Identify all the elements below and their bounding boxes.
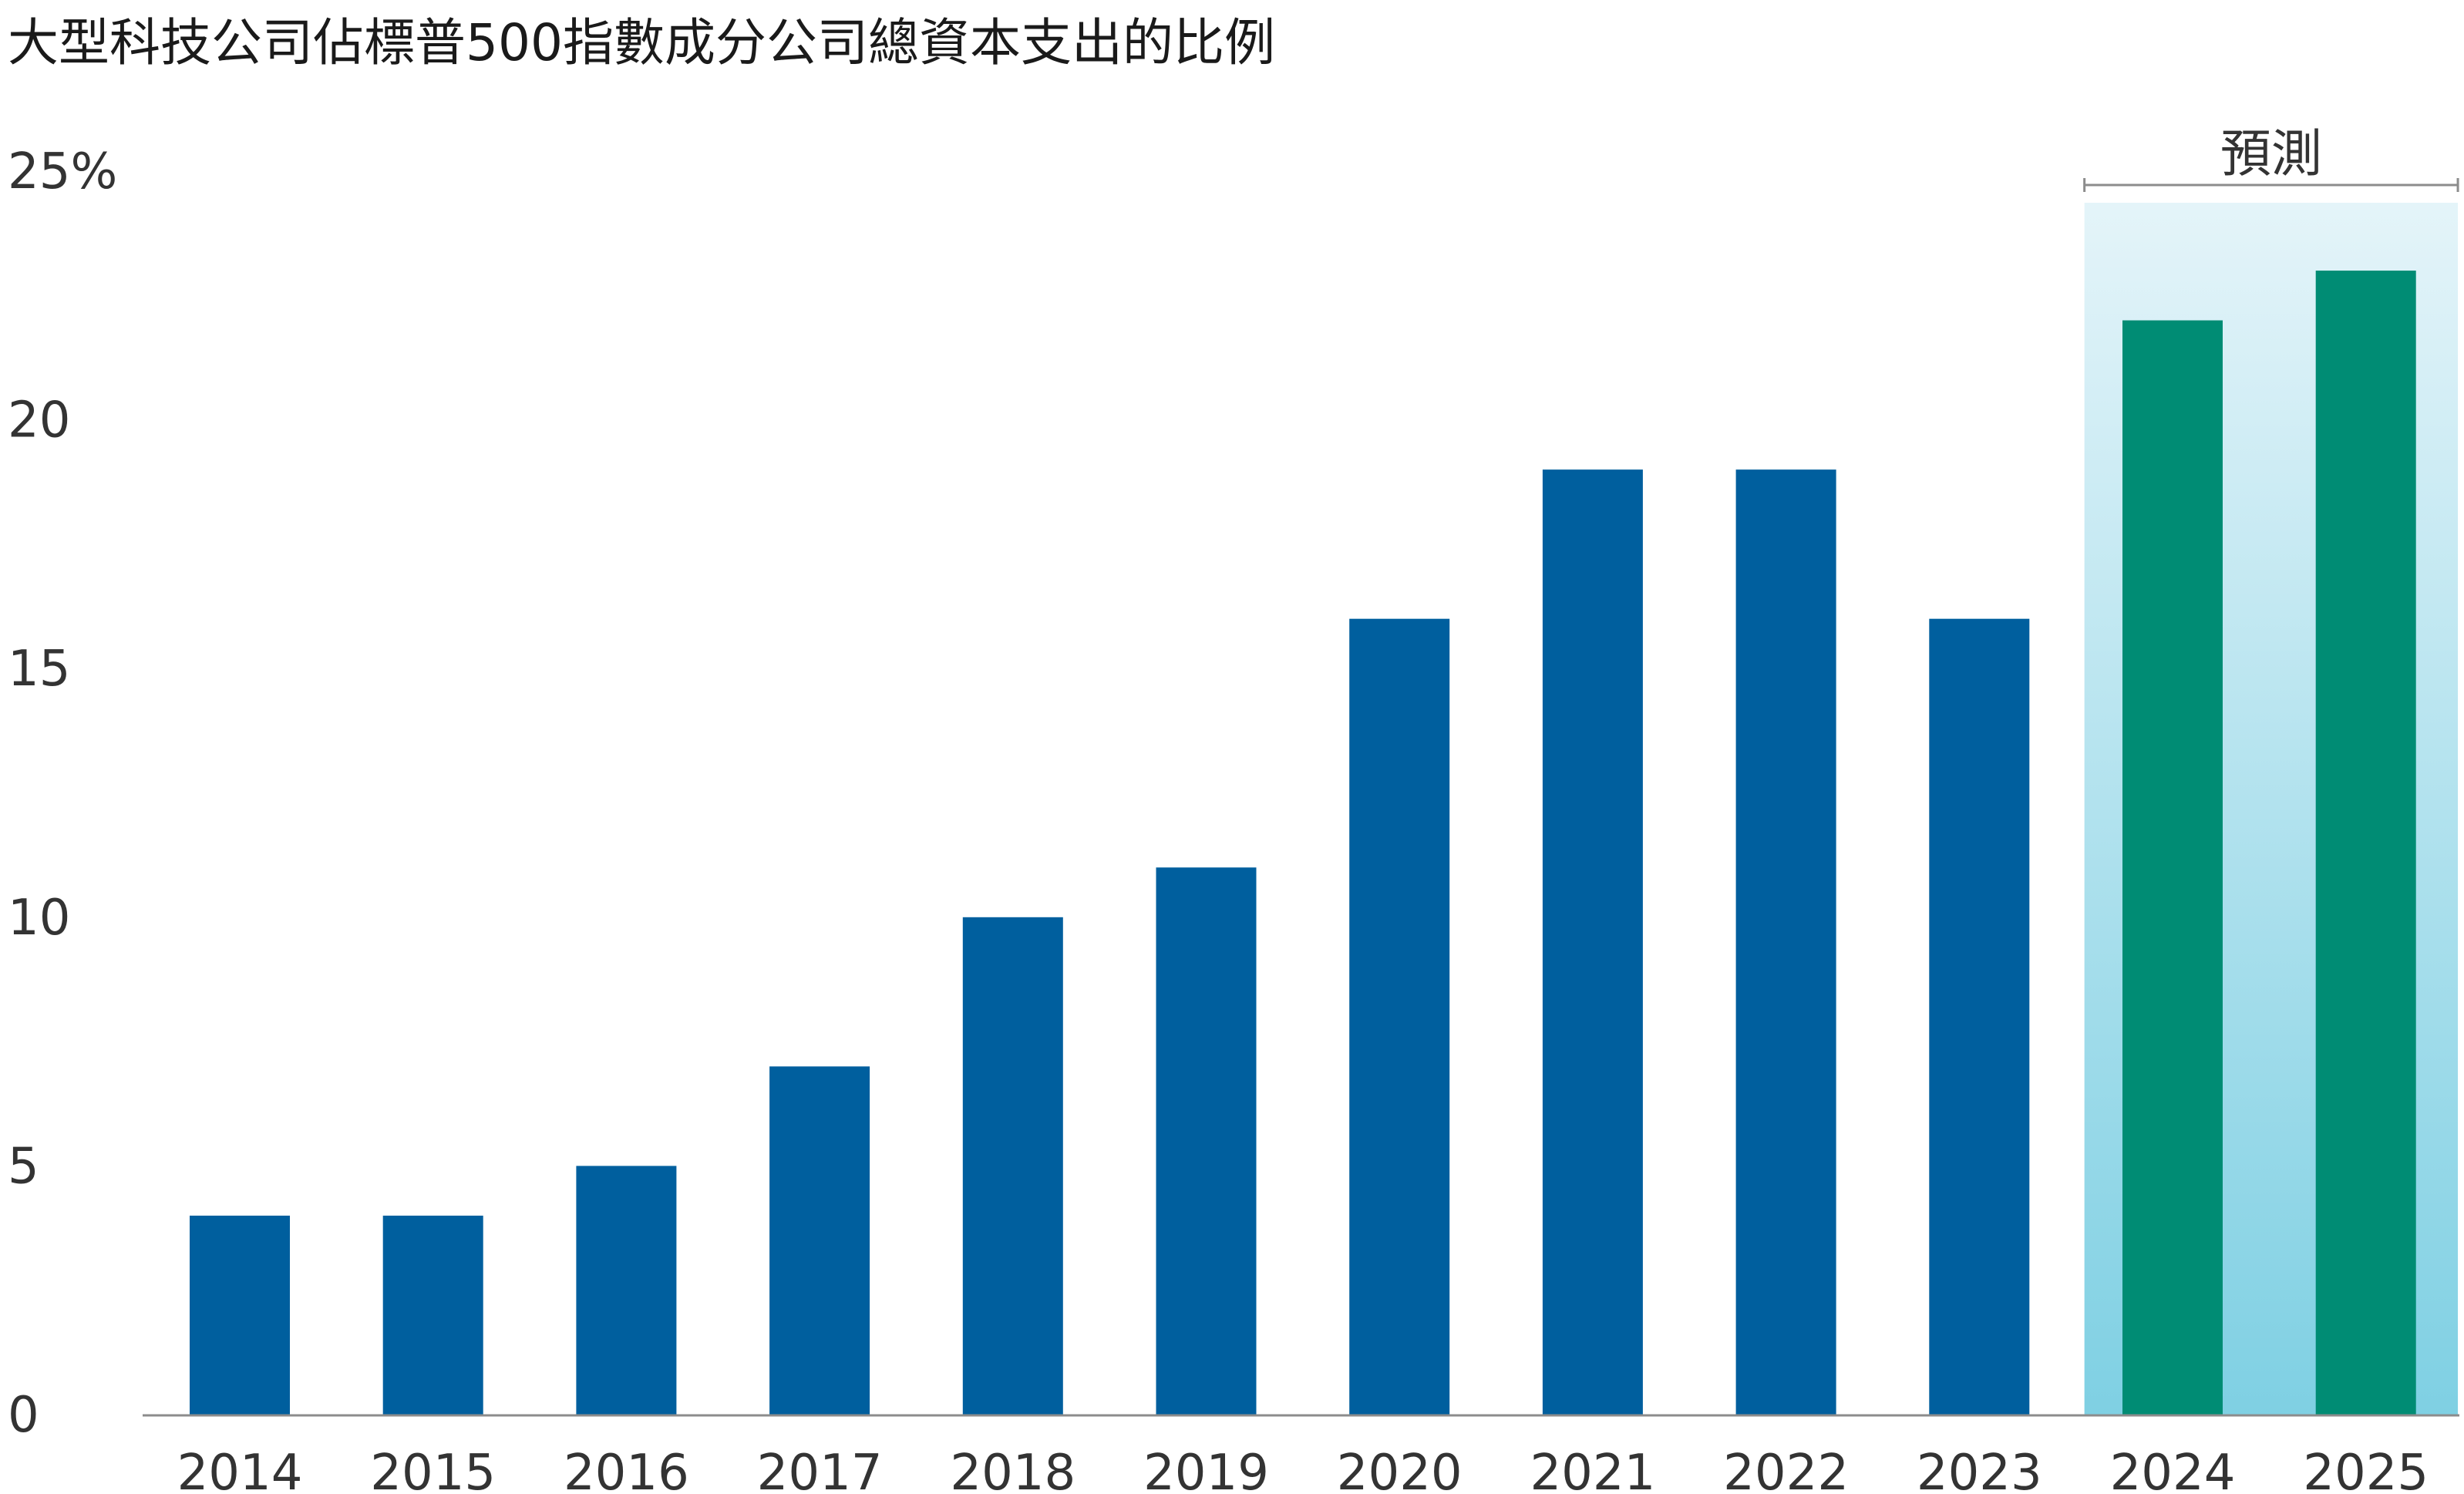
x-tick-label: 2022 bbox=[1723, 1445, 1849, 1494]
bar-2016 bbox=[576, 1166, 677, 1415]
forecast-label: 預測 bbox=[2220, 124, 2322, 183]
bar-2015 bbox=[382, 1215, 483, 1415]
y-tick-label: 20 bbox=[8, 392, 70, 449]
y-tick-label: 5 bbox=[8, 1138, 39, 1195]
x-tick-label: 2015 bbox=[370, 1445, 496, 1494]
y-axis-tick-labels: 0 5 10 15 20 25% bbox=[8, 143, 117, 1444]
bar-2018 bbox=[962, 917, 1063, 1415]
forecast-bracket bbox=[2083, 178, 2459, 192]
bar-2014 bbox=[190, 1215, 290, 1415]
x-tick-label: 2021 bbox=[1530, 1445, 1655, 1494]
x-tick-label: 2014 bbox=[177, 1445, 303, 1494]
y-tick-label: 25% bbox=[8, 143, 117, 200]
bar-2023 bbox=[1929, 618, 2030, 1415]
bar-2019 bbox=[1156, 867, 1257, 1415]
y-tick-label: 10 bbox=[8, 890, 70, 947]
bar-2022 bbox=[1735, 469, 1836, 1415]
x-tick-label: 2018 bbox=[950, 1445, 1075, 1494]
x-tick-label: 2017 bbox=[757, 1445, 883, 1494]
x-tick-label: 2024 bbox=[2110, 1445, 2236, 1494]
x-tick-label: 2025 bbox=[2303, 1445, 2429, 1494]
x-tick-label: 2016 bbox=[564, 1445, 689, 1494]
x-tick-label: 2020 bbox=[1337, 1445, 1463, 1494]
bars bbox=[190, 271, 2416, 1415]
bar-2025 bbox=[2315, 271, 2416, 1415]
x-axis-tick-labels: 2014 2015 2016 2017 2018 2019 2020 2021 2022 2023… bbox=[177, 1445, 2429, 1494]
chart-title: 大型科技公司佔標普500指數成分公司總資本支出的比例 bbox=[8, 13, 1275, 72]
y-tick-label: 15 bbox=[8, 641, 70, 698]
bar-2020 bbox=[1349, 618, 1450, 1415]
y-tick-label: 0 bbox=[8, 1387, 39, 1444]
x-tick-label: 2023 bbox=[1917, 1445, 2042, 1494]
bar-2017 bbox=[769, 1066, 870, 1415]
x-tick-label: 2019 bbox=[1143, 1445, 1269, 1494]
bar-2021 bbox=[1542, 469, 1643, 1415]
bar-2024 bbox=[2122, 320, 2223, 1415]
